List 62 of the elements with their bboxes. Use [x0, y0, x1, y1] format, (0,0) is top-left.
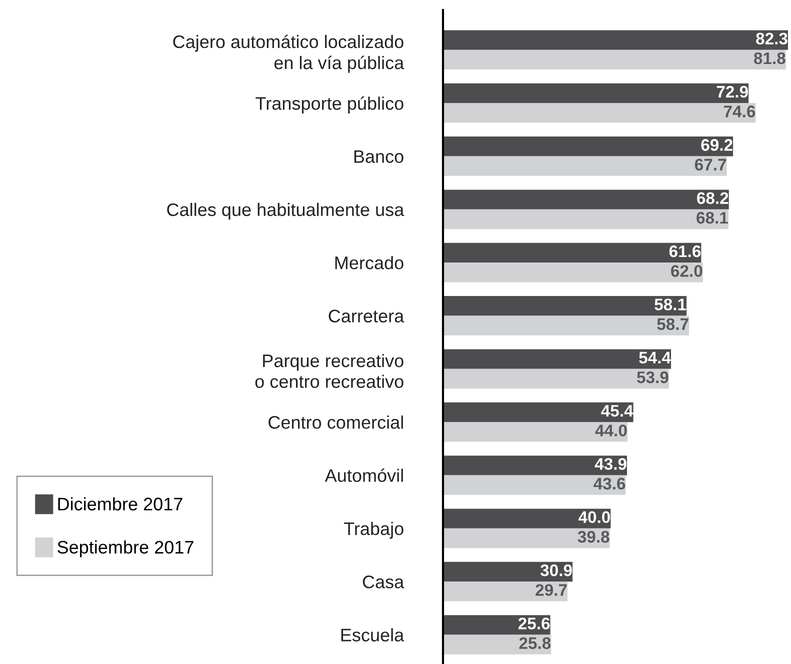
- bar: [443, 422, 628, 442]
- data-label: 44.0: [595, 424, 627, 436]
- bar: [443, 190, 729, 210]
- y-tick-label: Escuela: [341, 628, 404, 642]
- data-label: 43.9: [594, 458, 626, 470]
- data-label: 67.7: [694, 158, 726, 171]
- data-label: 30.9: [540, 564, 572, 576]
- legend-label: Septiembre 2017: [58, 540, 194, 558]
- bar: [443, 50, 786, 70]
- data-label: 25.6: [518, 618, 550, 630]
- data-label: 68.2: [697, 192, 728, 204]
- y-tick-label: Casa: [362, 576, 404, 588]
- bar: [443, 528, 610, 548]
- bar: [443, 634, 552, 654]
- bar: [443, 83, 749, 104]
- data-label: 81.8: [754, 52, 786, 64]
- bar: [443, 508, 611, 528]
- bar: [443, 242, 702, 263]
- bar: [443, 349, 672, 369]
- data-label: 43.6: [594, 478, 626, 490]
- y-tick-label: Carretera: [328, 310, 404, 322]
- bar: [443, 136, 734, 156]
- data-label: 29.7: [536, 584, 567, 596]
- y-tick-label: Automóvil: [324, 468, 403, 482]
- data-label: 54.4: [639, 352, 671, 364]
- y-tick-label: Transporte público: [256, 96, 404, 114]
- bar: [443, 582, 568, 602]
- bar: [443, 30, 788, 50]
- data-label: 39.8: [578, 530, 610, 543]
- data-label: 58.7: [657, 318, 688, 330]
- data-label: 62.0: [671, 265, 702, 277]
- bar: [443, 316, 690, 336]
- data-label: 61.6: [669, 245, 701, 258]
- bar: [443, 402, 634, 422]
- data-label: 58.1: [654, 298, 686, 310]
- bar: [443, 615, 550, 635]
- data-label: 53.9: [637, 371, 668, 384]
- bar: [443, 456, 628, 476]
- bar: [443, 103, 756, 123]
- bar: [443, 296, 687, 316]
- data-label: 69.2: [701, 139, 732, 151]
- legend-label: Diciembre 2017: [58, 497, 182, 510]
- y-tick-label: Banco: [354, 150, 404, 163]
- data-label: 74.6: [724, 106, 756, 118]
- y-tick-label: Mercado: [335, 256, 404, 270]
- bar: [443, 209, 728, 230]
- y-tick-label: Calles que habitualmente usa: [167, 202, 404, 220]
- bar: [443, 262, 703, 282]
- data-label: 82.3: [756, 32, 788, 45]
- data-label: 40.0: [578, 511, 610, 524]
- bar: [443, 156, 727, 176]
- data-label: 68.1: [696, 212, 728, 224]
- bar: [443, 368, 669, 389]
- data-label: 25.8: [519, 637, 551, 650]
- y-tick-label: Trabajo: [344, 522, 404, 539]
- y-tick-label: Centro comercial: [268, 416, 403, 429]
- bar: [443, 562, 573, 582]
- y-tick-label: Cajero automático localizado en la vía pública: [173, 34, 404, 73]
- data-label: 45.4: [601, 405, 634, 417]
- y-tick-label: Parque recreativo o centro recreativo: [255, 354, 404, 388]
- bar: [443, 475, 626, 495]
- data-label: 72.9: [716, 86, 748, 98]
